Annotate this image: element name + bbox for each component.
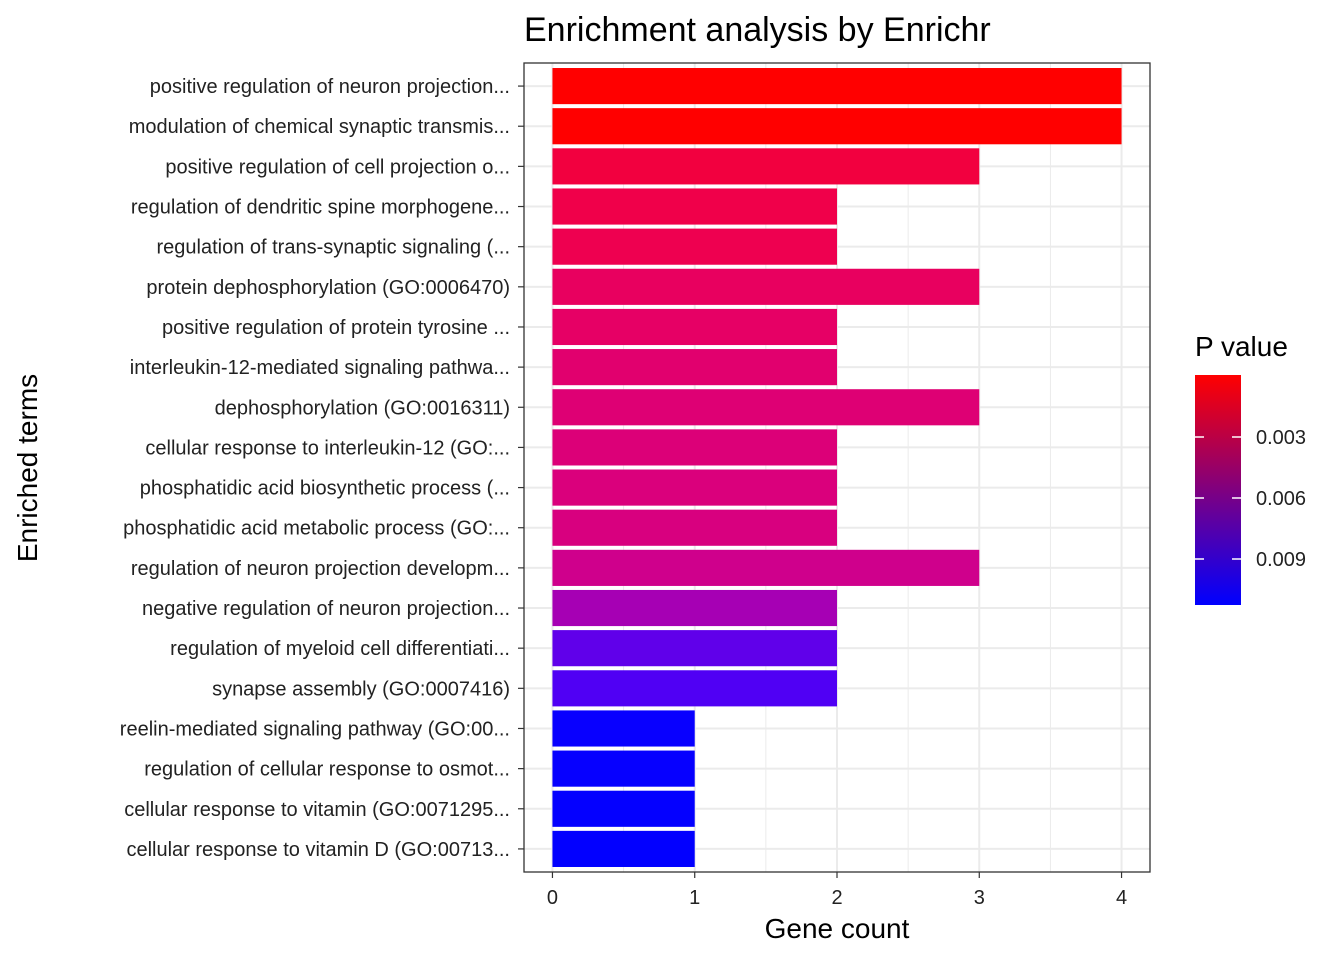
y-tick-label: positive regulation of neuron projection… xyxy=(150,76,510,98)
bar xyxy=(552,549,980,586)
legend-title: P value xyxy=(1195,331,1288,362)
y-tick-label: phosphatidic acid metabolic process (GO:… xyxy=(123,518,510,540)
y-tick-label: cellular response to vitamin D (GO:00713… xyxy=(126,839,510,861)
legend-colorbar xyxy=(1195,375,1241,605)
x-axis-title: Gene count xyxy=(765,913,910,944)
y-tick-label: reelin-mediated signaling pathway (GO:00… xyxy=(120,718,510,740)
bar xyxy=(552,228,837,265)
bar xyxy=(552,589,837,627)
bar xyxy=(552,830,695,867)
bar xyxy=(552,710,695,747)
y-tick-label: dephosphorylation (GO:0016311) xyxy=(215,397,510,419)
x-tick-label: 1 xyxy=(689,887,700,909)
bar xyxy=(552,750,695,787)
y-tick-label: interleukin-12-mediated signaling pathwa… xyxy=(130,357,510,379)
y-tick-label: protein dephosphorylation (GO:0006470) xyxy=(146,277,510,299)
y-tick-label: negative regulation of neuron projection… xyxy=(142,598,510,620)
legend-tick-label: 0.003 xyxy=(1256,427,1306,449)
y-tick-label: phosphatidic acid biosynthetic process (… xyxy=(140,478,510,500)
bar xyxy=(552,268,980,305)
bar xyxy=(552,308,837,346)
y-tick-label: cellular response to interleukin-12 (GO:… xyxy=(145,437,510,459)
legend-tick-label: 0.006 xyxy=(1256,488,1306,510)
bar xyxy=(552,670,837,707)
color-legend: P value 0.003 0.006 0.009 xyxy=(1195,331,1306,605)
x-tick-label: 0 xyxy=(547,887,558,909)
bar xyxy=(552,630,837,667)
chart-title: Enrichment analysis by Enrichr xyxy=(524,11,991,49)
x-axis: 0 1 2 3 4 xyxy=(547,872,1127,909)
y-axis: positive regulation of neuron projection… xyxy=(120,76,524,861)
bars xyxy=(552,68,1122,867)
y-tick-label: regulation of neuron projection developm… xyxy=(131,558,510,580)
legend-ticks: 0.003 0.006 0.009 xyxy=(1195,427,1306,571)
y-tick-label: regulation of trans-synaptic signaling (… xyxy=(156,237,510,259)
bar xyxy=(552,68,1122,105)
y-tick-label: regulation of cellular response to osmot… xyxy=(144,759,510,781)
y-axis-title: Enriched terms xyxy=(12,374,43,562)
bar xyxy=(552,349,837,386)
y-tick-label: regulation of dendritic spine morphogene… xyxy=(131,197,510,219)
x-tick-label: 4 xyxy=(1116,887,1127,909)
y-tick-label: synapse assembly (GO:0007416) xyxy=(212,678,510,700)
bar xyxy=(552,429,837,466)
bar xyxy=(552,469,837,506)
legend-tick-label: 0.009 xyxy=(1256,549,1306,571)
bar xyxy=(552,389,980,426)
y-tick-label: modulation of chemical synaptic transmis… xyxy=(129,116,510,138)
bar xyxy=(552,790,695,827)
y-tick-label: regulation of myeloid cell differentiati… xyxy=(170,638,510,660)
x-tick-label: 2 xyxy=(831,887,842,909)
bar xyxy=(552,148,980,185)
x-tick-label: 3 xyxy=(974,887,985,909)
bar xyxy=(552,108,1122,145)
y-tick-label: positive regulation of protein tyrosine … xyxy=(162,317,510,339)
bar xyxy=(552,188,837,225)
bar xyxy=(552,509,837,546)
y-tick-label: positive regulation of cell projection o… xyxy=(165,156,510,178)
y-tick-label: cellular response to vitamin (GO:0071295… xyxy=(124,799,510,821)
